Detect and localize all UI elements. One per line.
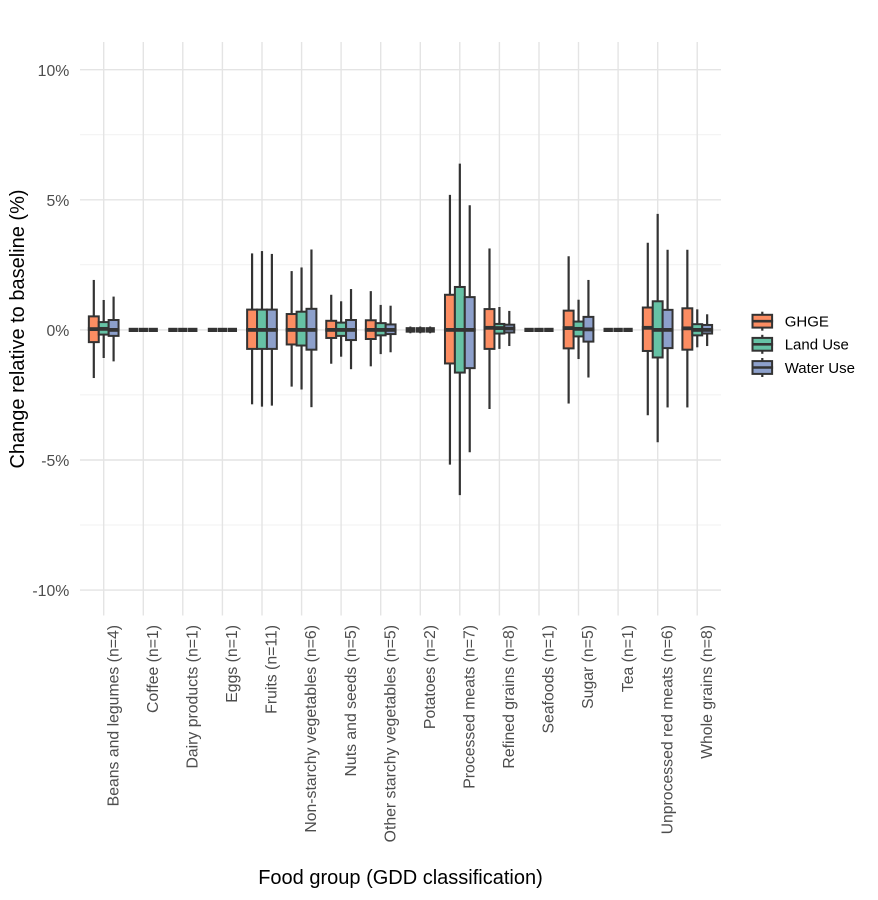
svg-text:Processed meats (n=7): Processed meats (n=7) [462, 625, 479, 789]
svg-text:GHGE: GHGE [785, 314, 829, 331]
svg-text:Seafoods (n=1): Seafoods (n=1) [541, 625, 558, 733]
svg-text:Nuts and seeds (n=5): Nuts and seeds (n=5) [343, 625, 360, 776]
svg-text:Non-starchy vegetables (n=6): Non-starchy vegetables (n=6) [303, 625, 320, 833]
svg-text:Other starchy vegetables (n=5): Other starchy vegetables (n=5) [382, 625, 399, 842]
svg-text:Eggs (n=1): Eggs (n=1) [224, 625, 241, 703]
svg-text:Land Use: Land Use [785, 337, 849, 354]
svg-text:Sugar (n=5): Sugar (n=5) [580, 625, 597, 709]
svg-text:Coffee (n=1): Coffee (n=1) [145, 625, 162, 713]
svg-text:Potatoes (n=2): Potatoes (n=2) [422, 625, 439, 729]
svg-text:Food group (GDD classification: Food group (GDD classification) [258, 867, 543, 889]
svg-text:Dairy products (n=1): Dairy products (n=1) [185, 625, 202, 769]
svg-text:Whole grains (n=8): Whole grains (n=8) [699, 625, 716, 759]
svg-text:Fruits (n=11): Fruits (n=11) [264, 625, 281, 714]
svg-text:0%: 0% [46, 323, 69, 340]
svg-text:5%: 5% [46, 193, 69, 210]
svg-text:-5%: -5% [41, 453, 69, 470]
svg-text:Change relative to baseline (%: Change relative to baseline (%) [7, 189, 29, 468]
svg-text:10%: 10% [38, 63, 70, 80]
svg-text:Tea (n=1): Tea (n=1) [620, 625, 637, 692]
svg-text:Unprocessed red meats (n=6): Unprocessed red meats (n=6) [659, 625, 676, 834]
svg-text:Beans and legumes (n=4): Beans and legumes (n=4) [105, 625, 122, 806]
svg-text:Water Use: Water Use [785, 360, 855, 377]
svg-text:Refined grains (n=8): Refined grains (n=8) [501, 625, 518, 769]
svg-text:-10%: -10% [32, 583, 69, 600]
